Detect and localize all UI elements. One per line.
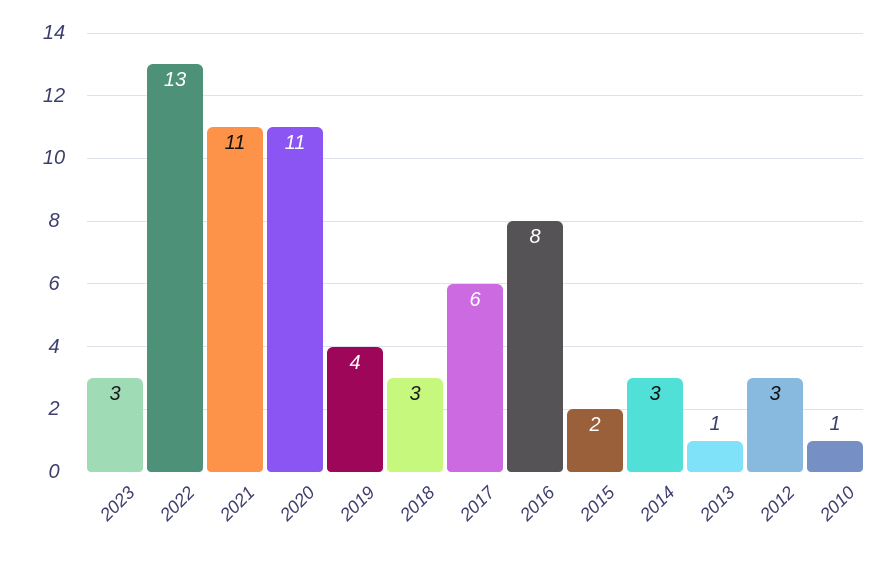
bar-value-label-2021: 11 [224,132,246,155]
x-axis-tick-label-2021: 2021 [215,482,259,525]
bar-2018 [387,377,443,472]
bar-2020 [267,127,323,472]
x-axis-tick-label-2018: 2018 [395,482,439,525]
y-axis-tick-label-4: 4 [48,335,60,358]
bar-value-label-2022: 13 [163,69,187,92]
bar-2012 [747,377,803,472]
x-axis-tick-label-2013: 2013 [695,482,739,525]
gridline-y-10 [87,157,863,159]
x-axis-tick-label-2016: 2016 [515,482,559,525]
bar-value-label-2010: 1 [829,412,841,435]
bar-2016 [507,221,563,472]
bar-2014 [627,377,683,472]
bar-value-label-2017: 6 [469,288,481,311]
bar-value-label-2016: 8 [529,226,541,249]
gridline-y-12 [87,95,863,97]
bar-2023 [87,377,143,472]
bar-2013 [687,440,743,472]
gridline-y-14 [87,32,863,34]
y-axis-tick-label-2: 2 [48,398,60,421]
bar-2019 [327,346,383,472]
y-axis-tick-label-10: 10 [42,147,66,170]
gridline-y-8 [87,220,863,222]
bar-2021 [207,127,263,472]
y-axis-tick-label-8: 8 [48,210,60,233]
bar-2022 [147,64,203,472]
bar-value-label-2019: 4 [349,351,361,374]
y-axis-tick-label-6: 6 [48,272,60,295]
bar-2017 [447,283,503,472]
x-axis-tick-label-2017: 2017 [455,482,499,525]
y-axis-tick-label-12: 12 [42,84,66,107]
x-axis-tick-label-2010: 2010 [815,482,859,525]
bar-value-label-2023: 3 [109,382,121,405]
x-axis-tick-label-2014: 2014 [635,482,679,525]
bar-value-label-2014: 3 [649,382,661,405]
bar-2015 [567,409,623,472]
x-axis-tick-label-2020: 2020 [275,482,319,525]
y-axis-tick-label-14: 14 [42,22,66,44]
x-axis-tick-label-2015: 2015 [575,482,619,525]
x-axis-tick-label-2023: 2023 [95,482,139,525]
x-axis-tick-label-2012: 2012 [755,482,799,525]
x-axis-tick-label-2019: 2019 [335,482,379,525]
bar-value-label-2020: 11 [284,132,306,155]
bar-value-label-2018: 3 [409,382,421,405]
x-axis-tick-label-2022: 2022 [155,482,199,525]
bar-2010 [807,440,863,472]
bar-value-label-2013: 1 [709,412,721,435]
bar-value-label-2012: 3 [769,382,781,405]
y-axis-tick-label-0: 0 [48,461,60,483]
bar-value-label-2015: 2 [589,414,601,437]
